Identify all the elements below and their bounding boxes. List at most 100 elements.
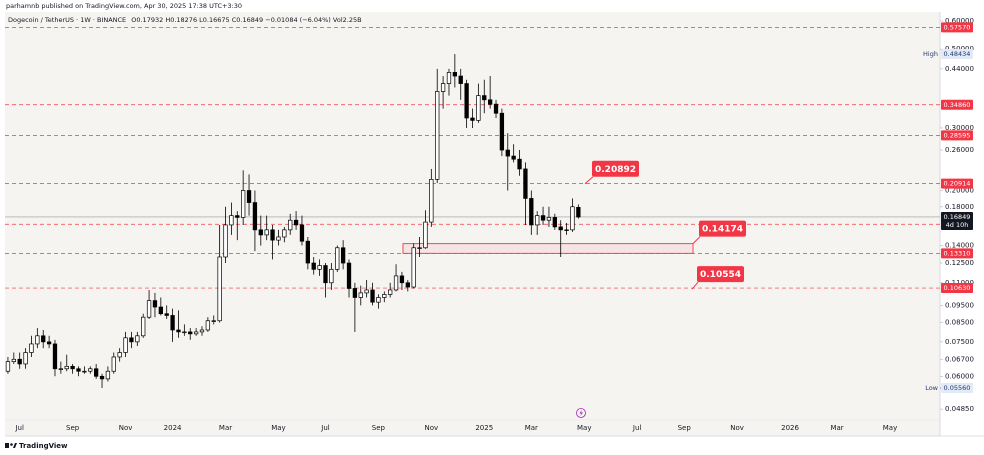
candle-body bbox=[158, 306, 163, 315]
x-tick-label: Sep bbox=[372, 424, 386, 432]
x-tick-label: Jul bbox=[320, 424, 330, 432]
candle-body bbox=[423, 221, 428, 249]
y-tick-label: 0.04850 bbox=[945, 405, 974, 413]
candle-body bbox=[352, 288, 358, 298]
x-tick-label: Mar bbox=[830, 424, 843, 432]
candle-body bbox=[111, 356, 116, 372]
y-tick-label: 0.14000 bbox=[945, 242, 974, 250]
x-tick-label: Nov bbox=[730, 424, 744, 432]
candle-body bbox=[570, 206, 575, 231]
price-line-label: 0.13310 bbox=[944, 249, 971, 257]
candle-body bbox=[540, 215, 546, 221]
y-tick-label: 0.09500 bbox=[945, 301, 974, 309]
candle-body bbox=[288, 219, 293, 231]
candle-body bbox=[435, 91, 440, 180]
candle-body bbox=[446, 72, 452, 84]
candle-body bbox=[523, 168, 528, 199]
lightning-icon bbox=[576, 408, 586, 418]
last-price-label-bg bbox=[941, 211, 973, 230]
candle-body bbox=[64, 365, 69, 370]
candle-body bbox=[258, 229, 263, 236]
candle-body bbox=[241, 190, 246, 218]
candle-body bbox=[487, 99, 493, 105]
candle-body bbox=[105, 370, 111, 380]
candle-body bbox=[223, 224, 228, 258]
candle-body bbox=[452, 72, 458, 77]
candle-body bbox=[123, 337, 128, 353]
annotation-arrow bbox=[691, 281, 699, 290]
price-line-label: 0.34860 bbox=[944, 101, 971, 109]
tradingview-logo bbox=[5, 443, 17, 448]
candle-body bbox=[317, 265, 322, 270]
support-zone bbox=[402, 243, 694, 254]
annotation-arrow bbox=[584, 176, 594, 185]
candle-body bbox=[364, 289, 369, 294]
y-tick-label: 0.60000 bbox=[945, 17, 974, 25]
high-label-bg bbox=[941, 49, 973, 60]
low-label: 0.05560 bbox=[944, 384, 971, 392]
candle-body bbox=[235, 215, 240, 218]
candle-body bbox=[188, 331, 193, 335]
price-line-label: 0.10630 bbox=[944, 284, 971, 292]
candle-body bbox=[476, 95, 481, 121]
candle-body bbox=[176, 329, 181, 333]
x-tick-label: Mar bbox=[525, 424, 538, 432]
y-tick-label: 0.30000 bbox=[945, 124, 974, 132]
y-tick-label: 0.06000 bbox=[945, 372, 974, 380]
x-tick-label: 2024 bbox=[164, 424, 182, 432]
y-tick-label: 0.06700 bbox=[945, 355, 974, 363]
candle-body bbox=[293, 219, 299, 226]
last-price-label: 0.16849 bbox=[944, 213, 971, 221]
x-tick-label: May bbox=[883, 424, 897, 432]
y-tick-label: 0.44000 bbox=[945, 65, 974, 73]
candle-body bbox=[35, 335, 40, 345]
y-tick-label: 0.20000 bbox=[945, 187, 974, 195]
annotation-box bbox=[699, 220, 746, 237]
candle-body bbox=[252, 202, 258, 231]
candle-body bbox=[299, 224, 305, 242]
x-tick-label: Sep bbox=[678, 424, 692, 432]
annotation-label: 0.10554 bbox=[700, 270, 741, 280]
x-tick-label: Jul bbox=[14, 424, 24, 432]
countdown: 4d 10h bbox=[946, 221, 969, 229]
candle-body bbox=[470, 117, 475, 121]
candle-body bbox=[505, 149, 510, 157]
candle-body bbox=[464, 83, 469, 119]
candle-body bbox=[211, 320, 216, 322]
candle-body bbox=[346, 262, 352, 289]
x-tick-label: Mar bbox=[219, 424, 232, 432]
candle-body bbox=[217, 256, 222, 322]
candle-body bbox=[358, 292, 363, 298]
legend-change: −0.01084 (−6.04%) bbox=[265, 16, 331, 24]
y-tick-label: 0.11000 bbox=[945, 279, 974, 287]
legend-close: C0.16849 bbox=[232, 16, 263, 24]
candle-body bbox=[305, 240, 310, 264]
candle-body bbox=[411, 247, 416, 288]
x-tick-label: 2026 bbox=[781, 424, 799, 432]
legend-low: L0.16675 bbox=[199, 16, 230, 24]
candle-body bbox=[564, 229, 569, 231]
candle-body bbox=[311, 262, 316, 270]
price-line-label-bg bbox=[941, 178, 973, 189]
candle-body bbox=[511, 155, 516, 160]
candle-body bbox=[152, 300, 158, 308]
x-tick-label: May bbox=[577, 424, 591, 432]
high-name: High bbox=[923, 50, 938, 58]
candle-body bbox=[46, 341, 52, 345]
candle-body bbox=[499, 112, 505, 151]
candle-body bbox=[388, 289, 393, 295]
y-tick-label: 0.12500 bbox=[945, 259, 974, 267]
candle-body bbox=[376, 297, 381, 303]
legend: Dogecoin / TetherUS · 1W · BINANCE O0.17… bbox=[8, 16, 362, 24]
candle-body bbox=[41, 335, 46, 343]
candle-body bbox=[458, 75, 463, 84]
candle-body bbox=[52, 343, 58, 370]
candle-body bbox=[70, 365, 75, 370]
candle-body bbox=[546, 217, 552, 221]
candle-body bbox=[323, 265, 328, 284]
candle-body bbox=[205, 320, 211, 331]
candle-body bbox=[23, 352, 28, 365]
candle-body bbox=[517, 158, 522, 170]
candle-body bbox=[29, 343, 34, 353]
